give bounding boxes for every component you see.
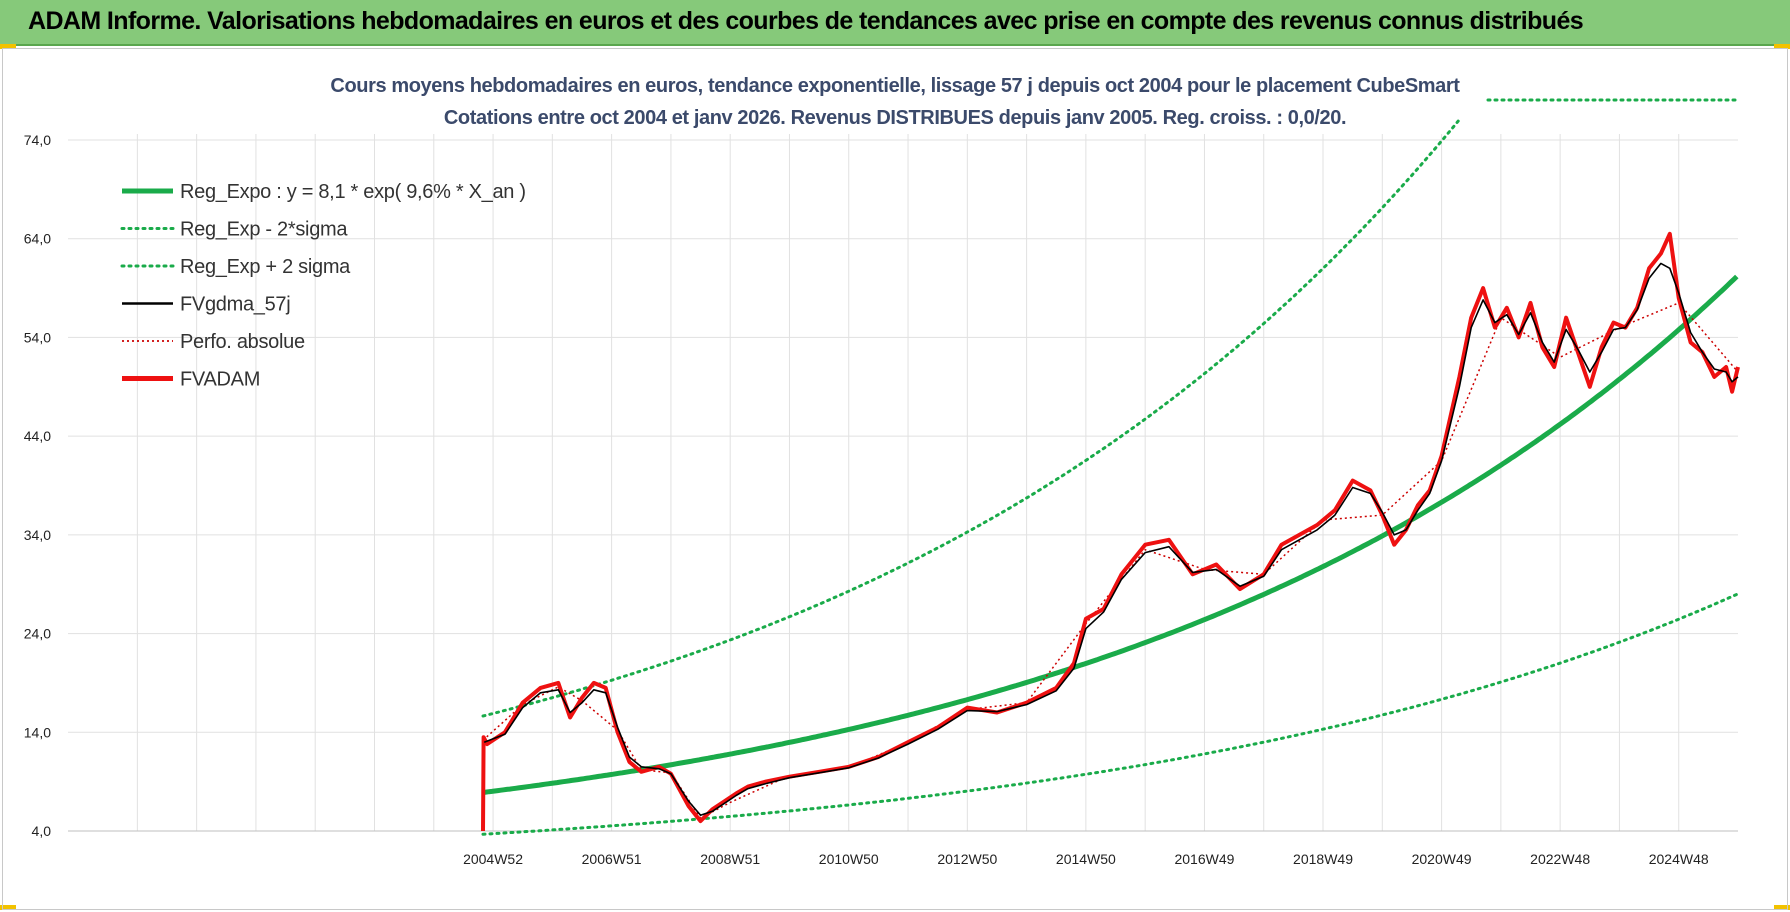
y-tick-label: 34,0 (24, 527, 51, 543)
legend-label-gdma: FVgdma_57j (180, 294, 290, 316)
corner-marker-bottom-left (0, 905, 16, 910)
y-tick-label: 44,0 (24, 428, 51, 444)
x-tick-label: 2012W50 (937, 851, 997, 867)
x-tick-label: 2008W51 (700, 851, 760, 867)
corner-marker-left (0, 44, 16, 49)
series-reg-exp-minus-2sigma (481, 592, 1739, 836)
x-tick-label: 2020W49 (1412, 851, 1472, 867)
legend-label-reg_expo: Reg_Expo : y = 8,1 * exp( 9,6% * X_an ) (180, 181, 526, 203)
legend-label-reg_minus: Reg_Exp - 2*sigma (180, 219, 348, 241)
x-tick-label: 2018W49 (1293, 851, 1353, 867)
series-fvadam (481, 231, 1740, 832)
legend-label-perfo: Perfo. absolue (180, 331, 305, 353)
y-tick-label: 64,0 (24, 231, 51, 247)
chart-frame (2, 48, 1788, 910)
series-fvgdma-57j (483, 262, 1739, 817)
legend-label-fvadam: FVADAM (180, 369, 260, 391)
chart-subtitle: Cotations entre oct 2004 et janv 2026. R… (444, 107, 1346, 129)
x-tick-label: 2004W52 (463, 851, 523, 867)
corner-marker-right (1774, 44, 1790, 49)
corner-marker-bottom-right (1774, 905, 1790, 910)
x-tick-label: 2010W50 (819, 851, 879, 867)
x-tick-label: 2014W50 (1056, 851, 1116, 867)
report-header: ADAM Informe. Valorisations hebdomadaire… (0, 0, 1790, 46)
legend: Reg_Expo : y = 8,1 * exp( 9,6% * X_an ) R… (120, 181, 526, 391)
report-title: ADAM Informe. Valorisations hebdomadaire… (28, 7, 1584, 35)
series-reg-expo (482, 274, 1739, 795)
y-tick-label: 74,0 (24, 132, 51, 148)
x-tick-label: 2006W51 (582, 851, 642, 867)
y-tick-label: 4,0 (32, 823, 52, 839)
x-tick-label: 2022W48 (1530, 851, 1590, 867)
y-tick-label: 54,0 (24, 329, 51, 345)
y-tick-label: 14,0 (24, 724, 51, 740)
x-tick-label: 2024W48 (1649, 851, 1709, 867)
series-reg-exp-plus-2sigma (481, 119, 1460, 718)
y-tick-label: 24,0 (24, 626, 51, 642)
x-tick-label: 2016W49 (1174, 851, 1234, 867)
chart-title: Cours moyens hebdomadaires en euros, ten… (330, 75, 1460, 97)
axes: 4,0 14,0 24,0 34,0 44,0 54,0 64,0 74,0 2004W52 20… (24, 132, 1738, 867)
legend-label-reg_plus: Reg_Exp + 2 sigma (180, 256, 351, 278)
series-group (481, 98, 1740, 836)
